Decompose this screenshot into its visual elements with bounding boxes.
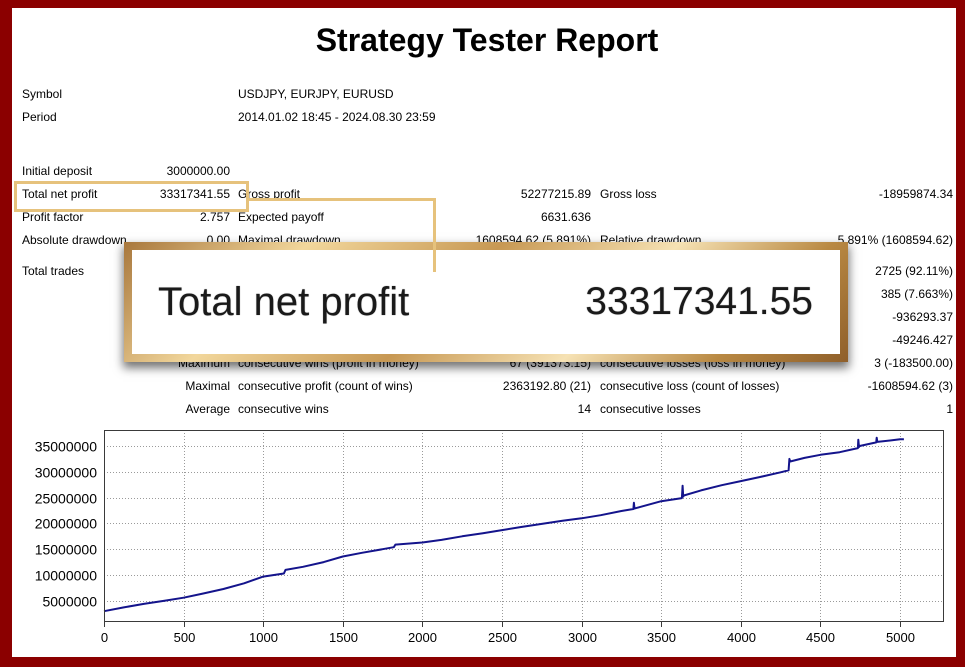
- stat-label: Gross profit: [238, 187, 301, 201]
- stats-row: -49246.427: [0, 332, 965, 348]
- chart-series: [103, 436, 904, 613]
- highlight-box: [14, 181, 249, 212]
- period-row: Period 2014.01.02 18:45 - 2024.08.30 23:…: [0, 109, 965, 125]
- stat-value: 14: [577, 402, 591, 416]
- stat-label: Expected payoff: [238, 210, 324, 224]
- symbol-row: Symbol USDJPY, EURJPY, EURUSD: [0, 86, 965, 102]
- stat-label: consecutive loss (count of losses): [600, 379, 780, 393]
- x-tick-label: 5000: [886, 630, 915, 645]
- callout-value: 33317341.55: [585, 280, 813, 323]
- stats-row: -936293.37: [0, 309, 965, 325]
- balance-chart: 5000000 10000000 15000000 20000000 25000000 3…: [35, 430, 944, 646]
- x-tick-label: 3500: [647, 630, 676, 645]
- stat-value: 3 (-183500.00): [874, 356, 953, 370]
- stat-value: 1: [946, 402, 953, 416]
- stats-row-initial-deposit: Initial deposit 3000000.00: [0, 163, 965, 179]
- zoom-callout: Total net profit 33317341.55: [124, 242, 848, 362]
- stats-row-maximal: Maximal consecutive profit (count of win…: [0, 378, 965, 394]
- stats-row-profit-factor: Profit factor 2.757 Expected payoff 6631…: [0, 209, 965, 225]
- y-tick-label: 35000000: [35, 439, 98, 455]
- stat-label: Profit factor: [22, 210, 84, 224]
- zoom-callout-body: Total net profit 33317341.55: [132, 250, 840, 354]
- stats-row-total-net-profit: Total net profit 33317341.55 Gross profi…: [0, 186, 965, 202]
- stat-value: -1608594.62 (3): [867, 379, 953, 393]
- stat-value: -936293.37: [892, 310, 953, 324]
- stats-row: 385 (7.663%): [0, 286, 965, 302]
- stat-value: 2.757: [199, 210, 230, 224]
- stat-label: Absolute drawdown: [22, 233, 127, 247]
- stat-value: -49246.427: [892, 333, 953, 347]
- x-tick-label: 500: [174, 630, 196, 645]
- stat-label: Maximal: [185, 379, 230, 393]
- period-value: 2014.01.02 18:45 - 2024.08.30 23:59: [238, 110, 436, 124]
- report-title: Strategy Tester Report: [315, 22, 659, 58]
- x-tick-label: 4500: [806, 630, 835, 645]
- highlight-connector: [249, 198, 436, 201]
- x-tick-label: 0: [101, 630, 108, 645]
- symbol-label: Symbol: [22, 87, 63, 101]
- stat-value: 6631.636: [540, 210, 591, 224]
- x-tick-label: 3000: [568, 630, 597, 645]
- stat-label: Initial deposit: [22, 164, 93, 178]
- stats-row-total-trades: Total trades 2725 (92.11%): [0, 263, 965, 279]
- stat-label: Total trades: [22, 264, 85, 278]
- stat-value: 52277215.89: [520, 187, 591, 201]
- highlight-connector: [433, 198, 436, 272]
- stat-value: 33317341.55: [159, 187, 230, 201]
- y-tick-label: 30000000: [35, 465, 98, 481]
- y-tick-label: 15000000: [35, 542, 98, 558]
- x-tick-label: 1500: [329, 630, 358, 645]
- period-label: Period: [22, 110, 57, 124]
- stat-label: consecutive profit (count of wins): [238, 379, 413, 393]
- callout-label: Total net profit: [158, 280, 410, 324]
- stats-row-average: Average consecutive wins 14 consecutive …: [0, 401, 965, 417]
- balance-line: [103, 436, 904, 613]
- stat-value: 2725 (92.11%): [875, 264, 953, 278]
- stat-value: 385 (7.663%): [880, 287, 953, 301]
- stat-value: 2363192.80 (21): [502, 379, 591, 393]
- stat-value: 3000000.00: [166, 164, 230, 178]
- plot-frame: [104, 430, 944, 622]
- chart-ticks: [104, 622, 901, 627]
- stat-label: Gross loss: [600, 187, 657, 201]
- stat-value: -18959874.34: [878, 187, 953, 201]
- stat-label: Average: [185, 402, 230, 416]
- symbol-value: USDJPY, EURJPY, EURUSD: [238, 87, 394, 101]
- y-tick-label: 20000000: [35, 516, 98, 532]
- x-tick-label: 2500: [488, 630, 517, 645]
- x-tick-label: 1000: [249, 630, 278, 645]
- y-tick-label: 10000000: [35, 568, 98, 584]
- y-tick-label: 5000000: [42, 594, 97, 610]
- stat-label: consecutive wins: [238, 402, 329, 416]
- x-tick-label: 2000: [408, 630, 437, 645]
- x-tick-label: 4000: [727, 630, 756, 645]
- stat-label: Total net profit: [22, 187, 98, 201]
- chart-tick-labels: 5000000 10000000 15000000 20000000 25000000 3…: [35, 439, 915, 646]
- y-tick-label: 25000000: [35, 491, 98, 507]
- stat-value: 5.891% (1608594.62): [837, 233, 953, 247]
- chart-gridlines: [104, 430, 944, 622]
- stat-label: consecutive losses: [600, 402, 701, 416]
